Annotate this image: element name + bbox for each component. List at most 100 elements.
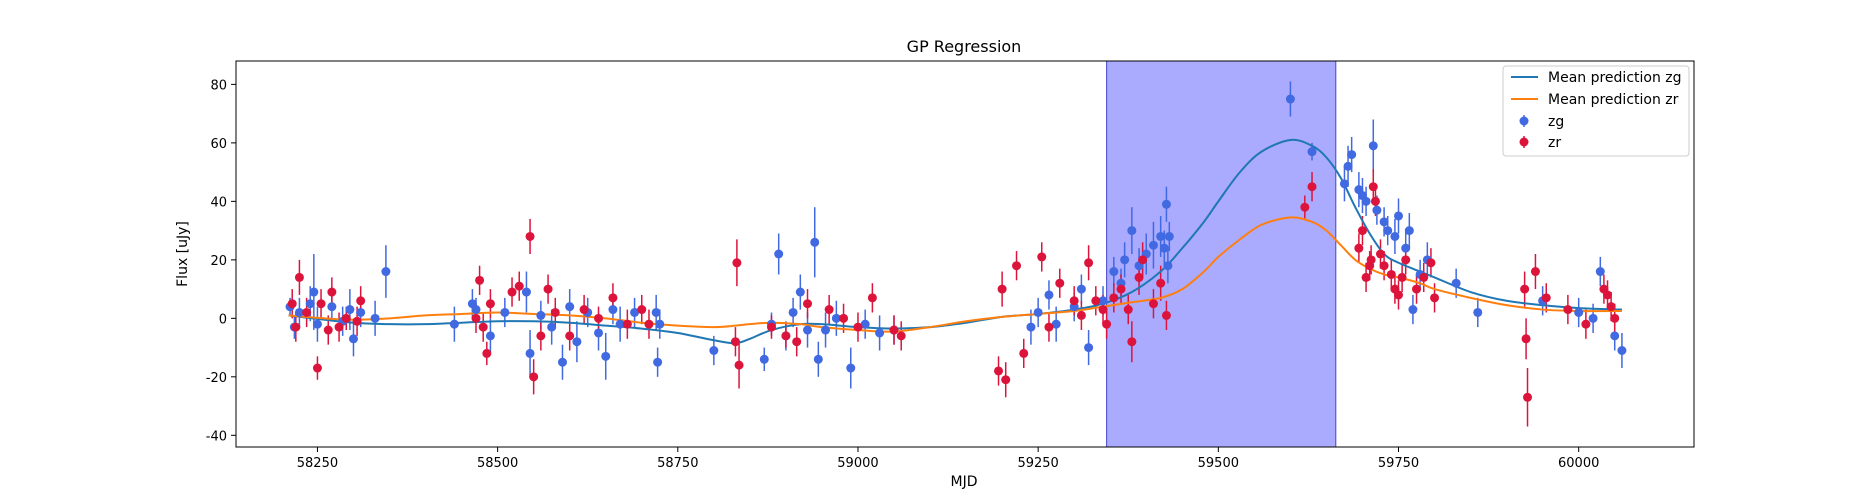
legend-zg-points-label: zg xyxy=(1548,114,1564,130)
point-zg xyxy=(1033,307,1043,317)
point-zr xyxy=(1430,293,1440,303)
point-zr xyxy=(356,296,366,306)
point-zg xyxy=(795,287,805,297)
point-zg xyxy=(1343,161,1353,171)
point-zr xyxy=(525,231,535,241)
point-zg xyxy=(1617,346,1627,355)
point-zr xyxy=(1055,278,1065,288)
point-zg xyxy=(1307,147,1317,157)
point-zr xyxy=(352,316,362,326)
point-zg xyxy=(309,287,319,297)
point-zr xyxy=(867,293,877,303)
point-zg xyxy=(1610,331,1620,341)
point-zg xyxy=(813,354,823,364)
point-zg xyxy=(1156,231,1166,241)
point-zg xyxy=(345,305,355,315)
point-zg xyxy=(655,319,665,329)
point-zr xyxy=(1426,258,1436,268)
point-zg xyxy=(1127,226,1137,236)
point-zg xyxy=(1401,243,1411,253)
point-zg xyxy=(1408,305,1418,315)
point-zr xyxy=(889,325,899,335)
point-zr xyxy=(1138,255,1148,265)
x-axis: 58250 58500 58750 59000 59250 59500 59750 60000 xyxy=(297,447,1599,471)
point-zr xyxy=(644,319,654,329)
point-zr xyxy=(730,337,740,347)
point-zr xyxy=(824,305,834,315)
point-zg xyxy=(788,307,798,317)
point-zr xyxy=(1127,337,1137,347)
point-zg xyxy=(471,305,481,315)
prediction-lines xyxy=(288,138,1622,345)
legend-marker xyxy=(1519,137,1529,147)
point-zr xyxy=(485,299,495,309)
x-axis-label: MJD xyxy=(951,474,978,490)
point-zr xyxy=(1394,290,1404,300)
point-zr xyxy=(792,337,802,347)
point-zg xyxy=(1339,179,1349,189)
point-zr xyxy=(1386,269,1396,279)
x-tick-label: 60000 xyxy=(1558,456,1599,471)
point-zr xyxy=(341,313,351,323)
point-zg xyxy=(1051,319,1061,329)
point-zr xyxy=(543,284,553,294)
point-zr xyxy=(853,322,863,332)
point-zg xyxy=(356,307,366,317)
point-zr xyxy=(994,366,1004,376)
point-zg xyxy=(1076,284,1086,294)
point-zr xyxy=(734,360,744,370)
point-zr xyxy=(1603,290,1613,300)
point-zg xyxy=(821,325,831,335)
point-zr xyxy=(1581,319,1591,329)
y-tick-label: 60 xyxy=(210,137,227,152)
point-zg xyxy=(1390,231,1400,241)
point-zr xyxy=(294,272,304,282)
line-zr xyxy=(288,216,1622,333)
point-zr xyxy=(334,322,344,332)
point-zg xyxy=(294,307,304,317)
point-zg xyxy=(651,307,661,317)
point-zg xyxy=(1164,231,1174,241)
point-zr xyxy=(536,331,546,341)
point-zg xyxy=(1120,255,1130,265)
legend-zr-points-label: zr xyxy=(1548,135,1561,151)
point-zr xyxy=(1156,278,1166,288)
point-zg xyxy=(1361,196,1371,206)
point-zg xyxy=(1161,199,1171,209)
point-zr xyxy=(1521,334,1531,344)
point-zr xyxy=(529,372,539,382)
point-zr xyxy=(608,293,618,303)
point-zg xyxy=(875,328,885,338)
point-zr xyxy=(302,307,312,317)
point-zr xyxy=(997,284,1007,294)
legend-zg-points-swatch xyxy=(1519,115,1529,127)
point-zg xyxy=(630,307,640,317)
point-zr xyxy=(1379,261,1389,271)
point-zg xyxy=(803,325,813,335)
point-zg xyxy=(547,322,557,332)
point-zr xyxy=(1012,261,1022,271)
y-tick-label: 40 xyxy=(210,195,227,210)
point-zr xyxy=(565,331,575,341)
point-zr xyxy=(1123,305,1133,315)
y-tick-label: 0 xyxy=(219,312,227,327)
point-zg xyxy=(1347,150,1357,160)
point-zr xyxy=(1412,284,1422,294)
point-zg xyxy=(653,357,663,367)
point-zg xyxy=(831,313,841,323)
point-zg xyxy=(1368,141,1378,151)
point-zr xyxy=(839,313,849,323)
point-zr xyxy=(482,348,492,358)
point-zr xyxy=(1375,249,1385,259)
point-zr xyxy=(1307,182,1317,192)
point-zr xyxy=(471,313,481,323)
x-tick-label: 58750 xyxy=(657,456,698,471)
point-zg xyxy=(1109,267,1119,277)
y-tick-label: 20 xyxy=(210,254,227,269)
point-zr xyxy=(1037,252,1047,262)
point-zg xyxy=(1574,307,1584,317)
point-zg xyxy=(521,287,531,297)
point-zg xyxy=(860,319,870,329)
point-zg xyxy=(1451,278,1461,288)
point-zr xyxy=(323,325,333,335)
